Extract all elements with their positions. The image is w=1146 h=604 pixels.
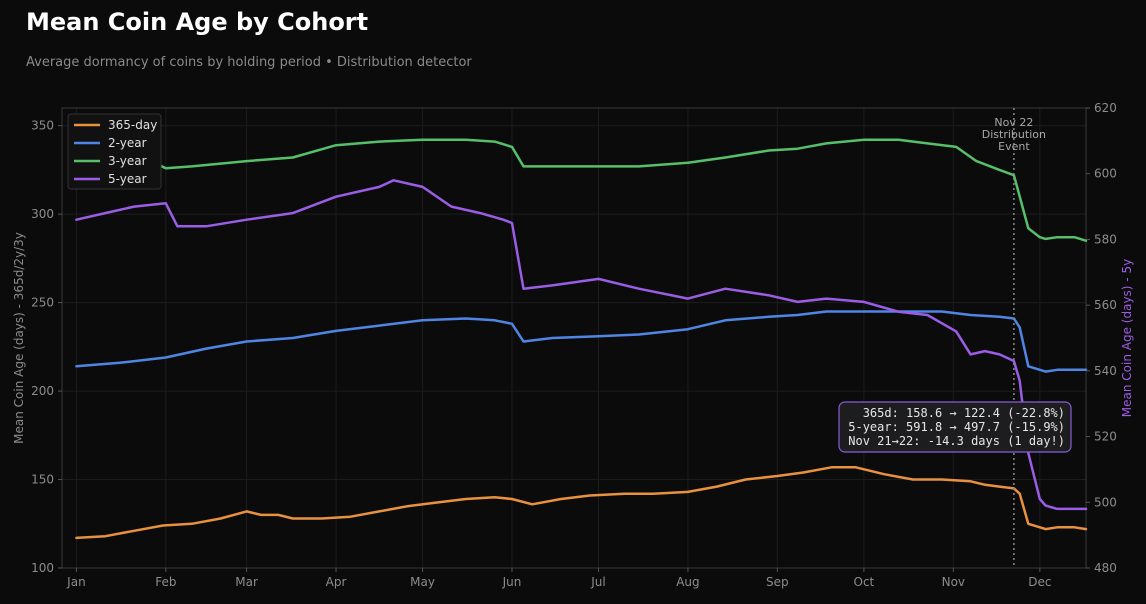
- y-tick-label-left: 250: [31, 296, 54, 310]
- series-line-5-year: [75, 179, 1088, 511]
- series-line-3-year: [75, 138, 1088, 242]
- y-tick-label-right: 540: [1094, 364, 1117, 378]
- x-tick-label: Jan: [66, 575, 86, 589]
- series-line-365-day: [75, 465, 1088, 540]
- info-box-line: Nov 21→22: -14.3 days (1 day!): [848, 434, 1065, 448]
- y-axis-label-right: Mean Coin Age (days) - 5y: [1120, 259, 1134, 417]
- y-tick-label-right: 580: [1094, 232, 1117, 246]
- x-tick-label: Aug: [676, 575, 699, 589]
- legend-box: [67, 113, 162, 190]
- chart-subtitle: Average dormancy of coins by holding per…: [26, 55, 472, 70]
- info-box: 365d: 158.6 → 122.4 (-22.8%)5-year: 591.…: [838, 401, 1072, 453]
- x-tick-label: Dec: [1028, 575, 1051, 589]
- chart-title: Mean Coin Age by Cohort: [26, 8, 369, 36]
- y-tick-label-left: 150: [31, 473, 54, 487]
- x-tick-label: Oct: [854, 575, 875, 589]
- y-tick-label-left: 100: [31, 561, 54, 575]
- y-axis-label-left: Mean Coin Age (days) - 365d/2y/3y: [12, 232, 26, 444]
- info-box-line: 5-year: 591.8 → 497.7 (-15.9%): [848, 420, 1065, 434]
- axes: 100 150 200 250 300 350 480 500 520 540 560 580 600 6…: [12, 101, 1134, 589]
- x-tick-label: Mar: [235, 575, 258, 589]
- y-tick-label-right: 560: [1094, 298, 1117, 312]
- y-tick-label-left: 300: [31, 207, 54, 221]
- legend-label: 5-year: [108, 172, 147, 186]
- series-line-2-year: [75, 310, 1088, 373]
- x-tick-label: Apr: [326, 575, 347, 589]
- y-tick-label-right: 600: [1094, 167, 1117, 181]
- x-tick-label: Jul: [590, 575, 605, 589]
- info-box-line: 365d: 158.6 → 122.4 (-22.8%): [863, 406, 1065, 420]
- y-tick-label-right: 500: [1094, 495, 1117, 509]
- x-tick-label: May: [410, 575, 435, 589]
- legend: 365-day 2-year 3-year 5-year: [67, 113, 162, 190]
- y-tick-label-left: 200: [31, 384, 54, 398]
- x-tick-label: Sep: [766, 575, 789, 589]
- y-tick-label-right: 620: [1094, 101, 1117, 115]
- series-lines: [75, 138, 1088, 540]
- x-tick-label: Feb: [155, 575, 176, 589]
- y-tick-label-right: 520: [1094, 430, 1117, 444]
- plot-frame: [61, 107, 1087, 569]
- legend-label: 3-year: [108, 154, 147, 168]
- y-tick-label-left: 350: [31, 119, 54, 133]
- legend-label: 2-year: [108, 136, 147, 150]
- annotation-label: Event: [998, 140, 1030, 153]
- annotation-label: Nov 22: [994, 116, 1033, 129]
- annotation-label: Distribution: [982, 128, 1046, 141]
- info-box-frame: [838, 401, 1072, 453]
- x-tick-label: Jun: [502, 575, 522, 589]
- y-tick-label-right: 480: [1094, 561, 1117, 575]
- legend-label: 365-day: [108, 118, 157, 132]
- x-tick-label: Nov: [942, 575, 965, 589]
